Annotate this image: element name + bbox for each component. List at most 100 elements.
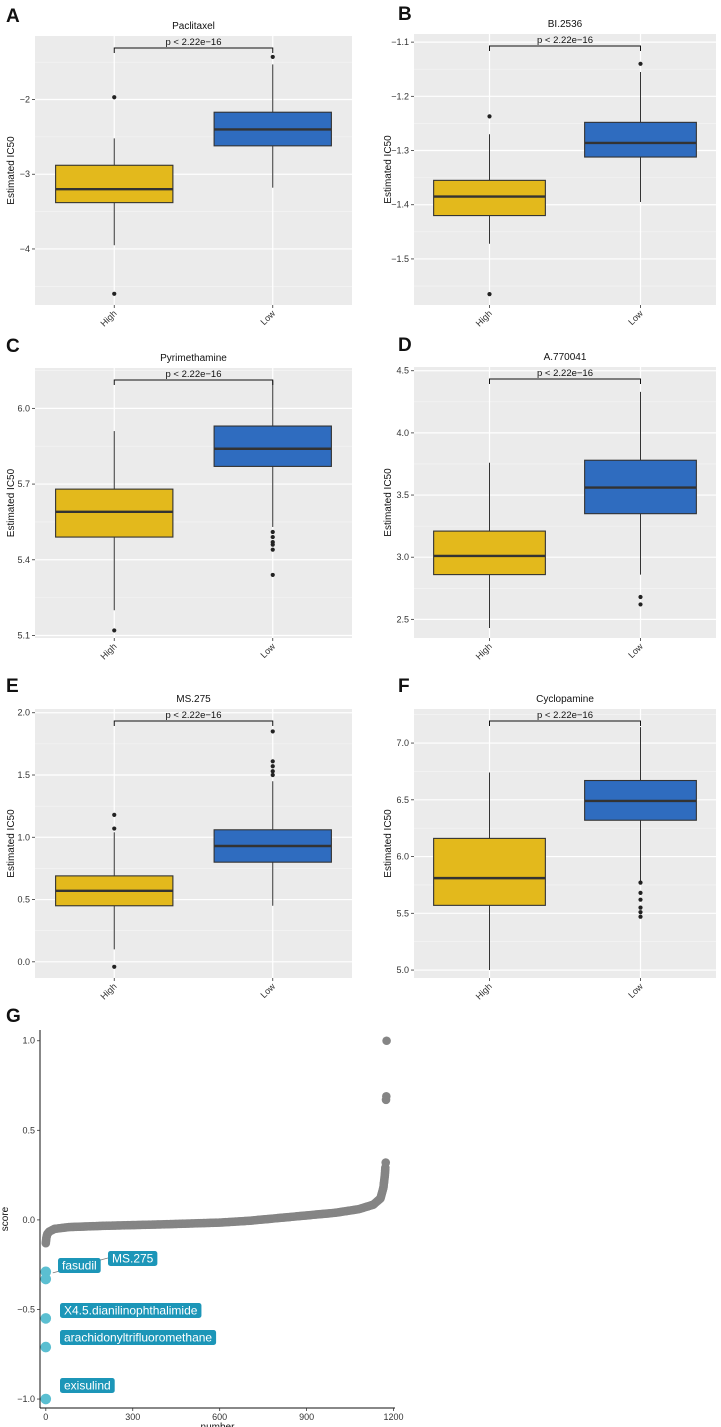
x-tick-label-high: High <box>474 981 494 1001</box>
box-high <box>433 530 546 576</box>
y-tick-label: 5.7 <box>17 479 30 489</box>
outlier-point <box>638 897 643 902</box>
y-tick-label: 4.0 <box>396 428 409 438</box>
y-tick-label: 4.5 <box>396 366 409 376</box>
y-tick-label: 0.5 <box>17 895 30 905</box>
box-low <box>213 425 332 467</box>
box-high <box>55 488 174 538</box>
boxplot-panel-f: F 5.0 5.5 6.0 6.5 7.0 High Low p < 2.22e−16 Cyclo… <box>383 676 716 1002</box>
x-tick-label: 0 <box>43 1412 48 1422</box>
outlier-point <box>487 292 492 297</box>
outlier-point <box>270 542 275 547</box>
significance-bracket <box>113 720 274 726</box>
scatter-point <box>382 1036 391 1046</box>
y-tick-label: −1.1 <box>391 37 409 47</box>
drug-label-box <box>58 1258 101 1273</box>
panel-label: B <box>398 4 412 25</box>
y-tick-label: 5.0 <box>396 965 409 975</box>
outlier-point <box>270 772 275 778</box>
y-axis-label: score <box>0 1206 11 1231</box>
outlier-point <box>270 572 275 578</box>
x-tick-label-high: High <box>99 641 119 661</box>
y-tick-label: −1.0 <box>17 1394 35 1404</box>
y-tick-label: 7.0 <box>396 738 409 748</box>
y-tick-label: −1.4 <box>391 200 409 210</box>
highlighted-point <box>40 1313 52 1324</box>
significance-bracket <box>113 379 274 385</box>
outlier-point <box>112 95 117 100</box>
y-axis-label: Estimated IC50 <box>383 135 394 204</box>
y-tick-label: 1.0 <box>17 832 30 842</box>
highlighted-point <box>40 1393 52 1405</box>
drug-label-box <box>108 1251 158 1266</box>
outlier-point <box>638 890 643 895</box>
y-tick-label: 2.5 <box>396 614 409 624</box>
y-tick-label: 0.0 <box>17 957 30 967</box>
boxplot-panel-e: E 0.0 0.5 1.0 1.5 2.0 High Low p < 2.22e−16 MS.27… <box>6 676 352 1002</box>
scatter-point <box>381 1158 391 1167</box>
panel-title: Paclitaxel <box>172 21 215 32</box>
y-tick-label: −1.2 <box>391 91 409 101</box>
box-high <box>433 179 546 217</box>
x-tick-label-low: Low <box>626 981 645 1000</box>
panel-label: D <box>398 335 412 356</box>
p-value-label: p < 2.22e−16 <box>537 710 593 721</box>
x-tick-label-low: Low <box>258 308 277 327</box>
scatter-point <box>382 1091 391 1101</box>
outlier-point <box>638 880 643 885</box>
panel-label: E <box>6 676 19 697</box>
y-tick-label: 6.5 <box>396 795 409 805</box>
x-tick-label: 300 <box>125 1412 140 1422</box>
outlier-point <box>112 628 117 633</box>
y-tick-label: 5.5 <box>396 908 409 918</box>
significance-bracket <box>489 378 641 384</box>
box-high <box>55 164 174 204</box>
y-tick-label: 0.0 <box>22 1215 35 1225</box>
x-axis-label: number <box>201 1422 236 1427</box>
highlighted-point <box>40 1341 52 1353</box>
x-tick-label-high: High <box>474 641 494 661</box>
panel-label: C <box>6 336 20 357</box>
p-value-label: p < 2.22e−16 <box>166 37 222 48</box>
x-tick-label: 600 <box>212 1412 227 1422</box>
box-low <box>584 121 697 158</box>
drug-label-text: arachidonyltrifluoromethane <box>64 1331 212 1345</box>
outlier-point <box>638 910 643 915</box>
boxplot-panel-a: A −4 −3 −2 High Low p < 2.22e−16 Paclitaxel Esti… <box>6 6 352 329</box>
y-tick-label: 5.1 <box>17 630 30 640</box>
significance-bracket <box>113 47 274 53</box>
panel-title: BI.2536 <box>548 19 583 30</box>
boxplot-panel-c: C 5.1 5.4 5.7 6.0 High Low p < 2.22e−16 Pyrimeth… <box>6 336 352 662</box>
y-axis-label: Estimated IC50 <box>383 468 394 537</box>
drug-label-text: fasudil <box>62 1259 97 1273</box>
panel-label: F <box>398 676 410 697</box>
y-tick-label: −1.5 <box>391 254 409 264</box>
scatter-panel-g: G −1.0 −0.5 0.0 0.5 1.0 0 300 600 900 1200 number sc… <box>0 1006 404 1427</box>
outlier-point <box>112 291 117 296</box>
drug-label-text: MS.275 <box>112 1252 154 1266</box>
y-tick-label: −3 <box>20 169 30 179</box>
y-tick-label: 3.5 <box>396 490 409 500</box>
outlier-point <box>270 534 275 540</box>
y-tick-label: 2.0 <box>17 708 30 718</box>
x-tick-label: 900 <box>299 1412 314 1422</box>
y-tick-label: 1.0 <box>22 1036 35 1046</box>
outlier-point <box>270 729 275 734</box>
y-axis-label: Estimated IC50 <box>6 468 17 537</box>
highlighted-point <box>40 1273 52 1285</box>
y-tick-label: 0.5 <box>22 1125 35 1135</box>
outlier-point <box>638 602 643 607</box>
significance-bracket <box>489 720 641 726</box>
panel-label: A <box>6 6 20 27</box>
outlier-point <box>270 54 275 60</box>
panel-title: Pyrimethamine <box>160 353 227 364</box>
significance-bracket <box>489 45 641 51</box>
y-tick-label: 5.4 <box>17 555 30 565</box>
x-tick-label-low: Low <box>258 641 277 660</box>
y-tick-label: 6.0 <box>396 852 409 862</box>
y-axis-label: Estimated IC50 <box>6 136 17 205</box>
outlier-point <box>638 914 643 919</box>
scatter-points <box>41 1036 391 1248</box>
outlier-point <box>270 759 275 764</box>
